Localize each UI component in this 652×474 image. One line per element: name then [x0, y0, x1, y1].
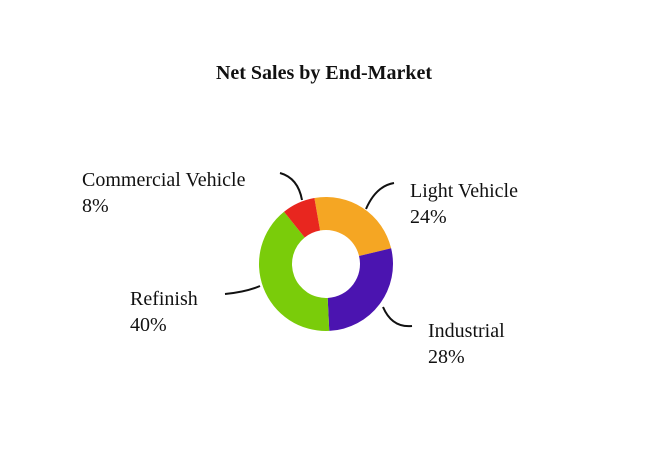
chart-title: Net Sales by End-Market: [216, 62, 432, 84]
slice-commercial-vehicle: [284, 198, 321, 238]
slice-label-name: Commercial Vehicle: [82, 169, 246, 191]
slice-light-vehicle: [314, 196, 392, 257]
slice-label: Light Vehicle 24%: [410, 180, 518, 228]
slice-label-value: 28%: [428, 346, 465, 368]
slice-label-name: Industrial: [428, 320, 505, 342]
leader-line: [365, 182, 395, 210]
donut-slices: [259, 196, 393, 331]
slice-label-value: 8%: [82, 195, 109, 217]
leader-line: [382, 306, 413, 328]
slice-label-name: Refinish: [130, 288, 198, 310]
slice-label: Commercial Vehicle 8%: [82, 169, 246, 217]
leader-line: [224, 285, 261, 295]
slice-label: Refinish 40%: [130, 288, 198, 336]
slice-refinish: [259, 211, 330, 331]
leader-line: [279, 172, 303, 201]
slice-label-value: 24%: [410, 206, 447, 228]
slice-label-name: Light Vehicle: [410, 180, 518, 202]
slice-industrial: [327, 248, 393, 331]
slice-labels: Light Vehicle 24% Industrial 28% Refinish 40%…: [82, 169, 518, 368]
slice-label: Industrial 28%: [428, 320, 505, 368]
slice-label-value: 40%: [130, 314, 167, 336]
leader-lines: [224, 172, 413, 328]
